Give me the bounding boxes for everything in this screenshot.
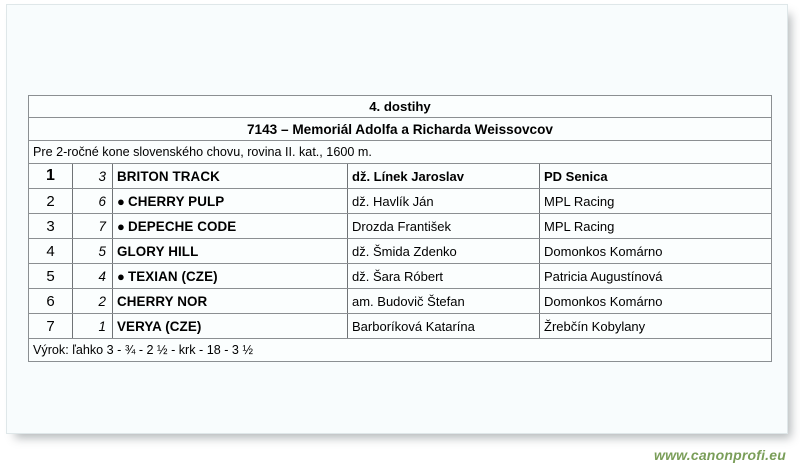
horse-name: DEPECHE CODE bbox=[127, 218, 237, 234]
saddle-number: 2 bbox=[72, 288, 113, 314]
finish-position: 2 bbox=[28, 188, 73, 214]
table-row: 1 3 BRITON TRACK dž. Línek Jaroslav PD Senic… bbox=[28, 163, 772, 189]
finish-position: 3 bbox=[28, 213, 73, 239]
result-rows-body: 1 3 BRITON TRACK dž. Línek Jaroslav PD Senic… bbox=[28, 163, 772, 339]
saddle-number: 3 bbox=[72, 163, 113, 189]
table-row: 2 6 ● CHERRY PULP dž. Havlík Ján MPL Racing bbox=[28, 188, 772, 214]
conditions-row: Pre 2-ročné kone slovenského chovu, rovi… bbox=[28, 140, 772, 164]
saddle-number: 7 bbox=[72, 213, 113, 239]
jockey-name: dž. Šmida Zdenko bbox=[347, 238, 540, 264]
horse-cell: VERYA (CZE) bbox=[112, 313, 348, 339]
saddle-number: 5 bbox=[72, 238, 113, 264]
jockey-name: dž. Šara Róbert bbox=[347, 263, 540, 289]
stable-name: Domonkos Komárno bbox=[539, 288, 772, 314]
horse-name: CHERRY NOR bbox=[117, 293, 208, 309]
horse-name: VERYA (CZE) bbox=[117, 318, 202, 334]
horse-cell: BRITON TRACK bbox=[112, 163, 348, 189]
table-row: 5 4 ● TEXIAN (CZE) dž. Šara Róbert Patricia A… bbox=[28, 263, 772, 289]
race-header-row: 7143 – Memoriál Adolfa a Richarda Weisso… bbox=[28, 117, 772, 141]
stable-name: Domonkos Komárno bbox=[539, 238, 772, 264]
race-verdict: Výrok: ľahko 3 - ¾ - 2 ½ - krk - 18 - 3 … bbox=[28, 338, 772, 362]
table-row: 3 7 ● DEPECHE CODE Drozda František MPL Racin… bbox=[28, 213, 772, 239]
finish-position: 4 bbox=[28, 238, 73, 264]
finish-position: 1 bbox=[28, 163, 73, 189]
verdict-row: Výrok: ľahko 3 - ¾ - 2 ½ - krk - 18 - 3 … bbox=[28, 338, 772, 362]
jockey-name: dž. Havlík Ján bbox=[347, 188, 540, 214]
saddle-number: 4 bbox=[72, 263, 113, 289]
race-conditions: Pre 2-ročné kone slovenského chovu, rovi… bbox=[28, 140, 772, 164]
horse-name: GLORY HILL bbox=[117, 243, 199, 259]
jockey-name: Barboríková Katarína bbox=[347, 313, 540, 339]
table-row: 7 1 VERYA (CZE) Barboríková Katarína Žrebčín… bbox=[28, 313, 772, 339]
bullet-icon: ● bbox=[117, 268, 125, 284]
meeting-header-row: 4. dostihy bbox=[28, 95, 772, 118]
table-row: 6 2 CHERRY NOR am. Budovič Štefan Domonkos K… bbox=[28, 288, 772, 314]
horse-cell: ● TEXIAN (CZE) bbox=[112, 263, 348, 289]
table-row: 4 5 GLORY HILL dž. Šmida Zdenko Domonkos Kom… bbox=[28, 238, 772, 264]
finish-position: 6 bbox=[28, 288, 73, 314]
race-result-table: 4. dostihy 7143 – Memoriál Adolfa a Rich… bbox=[28, 95, 772, 362]
saddle-number: 1 bbox=[72, 313, 113, 339]
horse-cell: CHERRY NOR bbox=[112, 288, 348, 314]
horse-name: BRITON TRACK bbox=[117, 168, 220, 184]
bullet-icon: ● bbox=[117, 218, 125, 234]
site-watermark: www.canonprofi.eu bbox=[654, 447, 786, 463]
horse-name: TEXIAN (CZE) bbox=[127, 268, 218, 284]
stable-name: MPL Racing bbox=[539, 213, 772, 239]
stable-name: Žrebčín Kobylany bbox=[539, 313, 772, 339]
finish-position: 5 bbox=[28, 263, 73, 289]
jockey-name: dž. Línek Jaroslav bbox=[347, 163, 540, 189]
jockey-name: Drozda František bbox=[347, 213, 540, 239]
horse-cell: GLORY HILL bbox=[112, 238, 348, 264]
meeting-title: 4. dostihy bbox=[28, 95, 772, 118]
stable-name: PD Senica bbox=[539, 163, 772, 189]
stable-name: MPL Racing bbox=[539, 188, 772, 214]
saddle-number: 6 bbox=[72, 188, 113, 214]
bullet-icon: ● bbox=[117, 193, 125, 209]
horse-name: CHERRY PULP bbox=[127, 193, 225, 209]
horse-cell: ● DEPECHE CODE bbox=[112, 213, 348, 239]
finish-position: 7 bbox=[28, 313, 73, 339]
document-card: 4. dostihy 7143 – Memoriál Adolfa a Rich… bbox=[6, 4, 788, 434]
horse-cell: ● CHERRY PULP bbox=[112, 188, 348, 214]
stable-name: Patricia Augustínová bbox=[539, 263, 772, 289]
jockey-name: am. Budovič Štefan bbox=[347, 288, 540, 314]
race-title: 7143 – Memoriál Adolfa a Richarda Weisso… bbox=[28, 117, 772, 141]
